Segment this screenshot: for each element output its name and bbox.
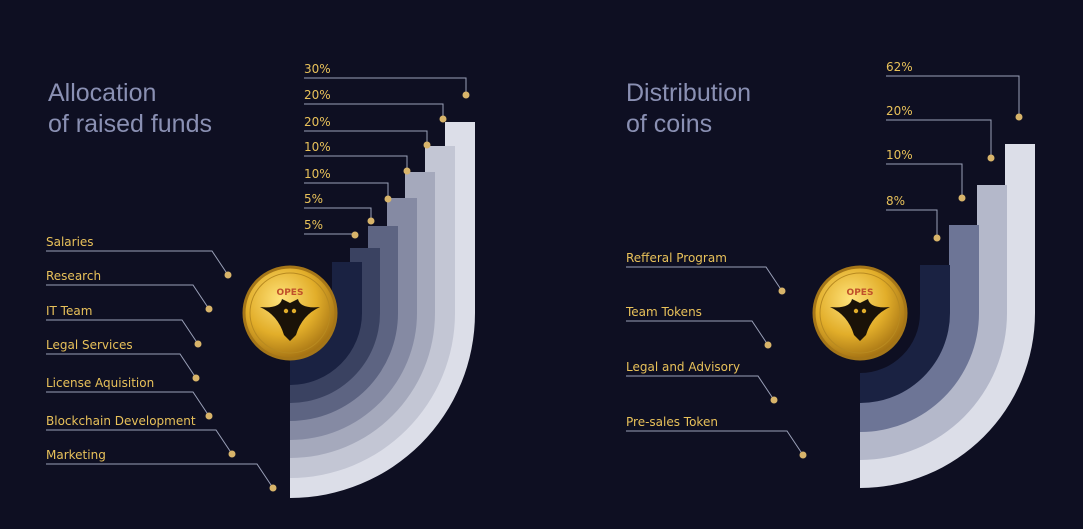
- leader-dot-cat-6: [205, 305, 213, 313]
- band-legal-and-advisory: [860, 185, 1007, 460]
- leader-dot-cat-4: [778, 287, 786, 295]
- leader-dot-pct-2: [439, 115, 447, 123]
- chart2-title-line1: Distribution: [626, 79, 752, 107]
- category-label-pre-sales-token: Pre-sales Token: [626, 415, 718, 429]
- chart1-title: Allocation of raised funds: [48, 78, 212, 140]
- leader-line-pct-2: [304, 103, 444, 119]
- category-label-legal-services: Legal Services: [46, 338, 133, 352]
- category-label-marketing: Marketing: [46, 448, 106, 462]
- leader-dot-pct-4: [403, 167, 411, 175]
- leader-line-pct-7: [304, 233, 356, 235]
- leader-line-cat-4: [626, 266, 783, 292]
- chart1-title-line2: of raised funds: [48, 110, 212, 138]
- category-label-team-tokens: Team Tokens: [625, 305, 702, 319]
- leader-dot-cat-7: [224, 271, 232, 279]
- coin-text: OPES: [847, 288, 874, 298]
- value-label-team-tokens: 10%: [886, 148, 913, 162]
- chart-2-group: OPES 62% 20% 10% 8% Pre-sales Token Legal and …: [625, 60, 1035, 488]
- leader-dot-pct-5: [384, 195, 392, 203]
- leader-line-pct-4: [886, 209, 938, 238]
- leader-dot-cat-3: [764, 341, 772, 349]
- band-license-aquisition: [290, 172, 435, 458]
- leader-dot-pct-4: [933, 234, 941, 242]
- leader-line-cat-2: [626, 375, 775, 401]
- value-label-license-aquisition: 20%: [304, 115, 331, 129]
- leader-dot-cat-2: [770, 396, 778, 404]
- leader-dot-pct-1: [462, 91, 470, 99]
- chart-1-group: OPES 30% 20% 20% 10% 10% 5% 5% Marketing Blockcha…: [46, 62, 475, 498]
- leader-dot-pct-1: [1015, 113, 1023, 121]
- leader-line-cat-3: [626, 320, 769, 346]
- coin-text: OPES: [277, 288, 304, 298]
- leader-dot-cat-4: [192, 374, 200, 382]
- value-label-it-team: 10%: [304, 167, 331, 181]
- leader-line-cat-6: [46, 284, 210, 310]
- chart1-title-line1: Allocation: [48, 79, 157, 107]
- value-label-blockchain-development: 20%: [304, 88, 331, 102]
- category-label-it-team: IT Team: [46, 304, 92, 318]
- leader-line-pct-5: [304, 182, 389, 199]
- band-blockchain-development: [290, 146, 455, 478]
- leader-line-cat-5: [46, 319, 199, 345]
- value-label-marketing: 30%: [304, 62, 331, 76]
- leader-dot-cat-1: [799, 451, 807, 459]
- category-label-refferal-program: Refferal Program: [626, 251, 727, 265]
- leader-line-pct-2: [886, 119, 992, 158]
- leader-line-cat-1: [626, 430, 804, 456]
- category-label-license-aquisition: License Aquisition: [46, 376, 154, 390]
- value-label-research: 5%: [304, 192, 323, 206]
- leader-dot-cat-1: [269, 484, 277, 492]
- band-marketing: [290, 122, 475, 498]
- leader-line-pct-3: [304, 130, 428, 145]
- value-label-refferal-program: 8%: [886, 194, 905, 208]
- coin-logo: OPES: [812, 265, 908, 361]
- value-label-pre-sales-token: 62%: [886, 60, 913, 74]
- leader-line-pct-1: [886, 75, 1020, 117]
- leader-dot-cat-5: [194, 340, 202, 348]
- leader-dot-pct-6: [367, 217, 375, 225]
- band-refferal-program: [860, 265, 950, 403]
- leader-line-pct-1: [304, 77, 467, 95]
- band-legal-services: [290, 198, 417, 440]
- chart2-title: Distribution of coins: [626, 78, 751, 140]
- leader-dot-pct-7: [351, 231, 359, 239]
- leader-line-pct-4: [304, 155, 408, 171]
- coin-logo: OPES: [242, 265, 338, 361]
- leader-line-cat-7: [46, 250, 229, 276]
- leader-line-cat-4: [46, 353, 197, 379]
- leader-dot-pct-3: [958, 194, 966, 202]
- chart2-title-line2: of coins: [626, 110, 713, 138]
- leader-line-cat-2: [46, 429, 233, 455]
- leader-dot-pct-2: [987, 154, 995, 162]
- category-label-blockchain-development: Blockchain Development: [46, 414, 196, 428]
- category-label-research: Research: [46, 269, 101, 283]
- category-label-legal-and-advisory: Legal and Advisory: [626, 360, 740, 374]
- category-label-salaries: Salaries: [46, 235, 94, 249]
- leader-line-cat-3: [46, 391, 210, 417]
- value-label-salaries: 5%: [304, 218, 323, 232]
- band-pre-sales-token: [860, 144, 1035, 488]
- leader-dot-cat-3: [205, 412, 213, 420]
- value-label-legal-and-advisory: 20%: [886, 104, 913, 118]
- leader-dot-cat-2: [228, 450, 236, 458]
- value-label-legal-services: 10%: [304, 140, 331, 154]
- leader-line-pct-3: [886, 163, 963, 198]
- owl-emblem-gold-coin-icon: [830, 299, 890, 341]
- leader-line-pct-6: [304, 207, 372, 221]
- leader-dot-pct-3: [423, 141, 431, 149]
- leader-line-cat-1: [46, 463, 274, 489]
- owl-emblem-gold-coin-icon: [260, 299, 320, 341]
